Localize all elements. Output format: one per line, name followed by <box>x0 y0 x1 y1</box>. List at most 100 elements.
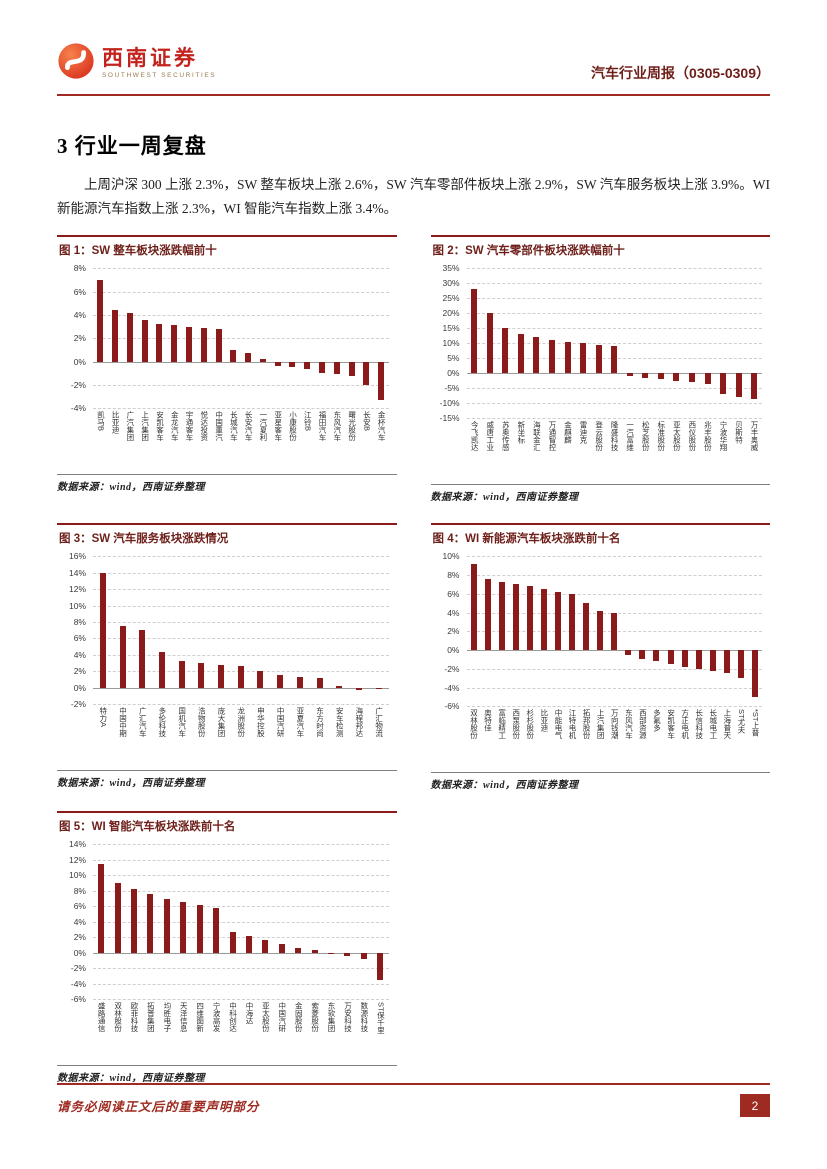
x-axis-label: 龙洲股份 <box>236 707 246 738</box>
y-tick-label: 6% <box>73 901 86 912</box>
gridline <box>93 589 389 591</box>
chart-5-y-axis: 14% 12% 10% 8% 6% 4% 2% 0% -2% -4% -6% <box>57 839 89 1004</box>
bar <box>704 373 711 384</box>
gridline <box>93 605 389 607</box>
y-tick-label: 16% <box>68 551 86 562</box>
x-axis-label: 东风汽车 <box>332 411 342 442</box>
x-axis-label: 苏奥传感 <box>501 421 511 452</box>
gridline <box>466 706 762 708</box>
bar <box>639 650 646 660</box>
bar <box>554 591 561 650</box>
bar <box>333 361 340 375</box>
x-axis-label: 长城电工 <box>708 709 718 740</box>
gridline <box>93 999 389 1001</box>
gridline <box>466 612 762 614</box>
gridline <box>93 704 389 706</box>
bar <box>375 687 382 689</box>
x-axis-label: 申华控股 <box>256 707 266 738</box>
bar <box>98 863 105 953</box>
page-number: 2 <box>740 1094 770 1117</box>
bar <box>245 935 252 953</box>
x-axis-label: 亚太股份 <box>672 421 682 452</box>
y-tick-label: 4% <box>447 607 460 618</box>
x-axis-label: 中海达 <box>244 1002 254 1025</box>
y-tick-label: -5% <box>444 383 460 394</box>
gridline <box>93 268 389 270</box>
chart-3-source-note: 数据来源：wind，西南证券整理 <box>57 770 397 789</box>
x-axis-label: 双林股份 <box>113 1002 123 1033</box>
bar <box>112 310 119 362</box>
x-axis-label: 双林股份 <box>469 709 479 740</box>
y-tick-label: -15% <box>439 413 460 424</box>
gridline <box>93 875 389 877</box>
x-axis-label: 方正电机 <box>680 709 690 740</box>
bar <box>735 373 742 398</box>
y-tick-label: 10% <box>442 338 460 349</box>
gridline <box>466 593 762 595</box>
company-logo: 西南证券 SOUTHWEST SECURITIES <box>57 42 216 85</box>
x-axis-label: 中国汽研 <box>277 1002 287 1033</box>
bar <box>611 613 618 650</box>
logo-text: 西南证券 SOUTHWEST SECURITIES <box>102 46 217 80</box>
logo-english-name: SOUTHWEST SECURITIES <box>102 72 217 80</box>
x-axis-label: 上汽集团 <box>140 411 150 442</box>
gridline <box>466 668 762 670</box>
y-tick-label: 35% <box>442 263 460 274</box>
chart-5-title: 图 5：WI 智能汽车板块涨跌前十名 <box>57 811 397 844</box>
bar <box>583 603 590 650</box>
bar <box>277 675 284 688</box>
x-axis-label: 特力A <box>98 707 108 728</box>
bar <box>348 361 355 376</box>
logo-chinese-name: 西南证券 <box>102 46 198 71</box>
y-tick-label: 20% <box>442 308 460 319</box>
bar <box>625 650 632 655</box>
chart-block-5: 图 5：WI 智能汽车板块涨跌前十名 14% 12% 10% 8% 6% 4% 2% 0% -2… <box>57 811 397 1084</box>
x-axis-label: 万安科技 <box>343 1002 353 1033</box>
bar <box>99 572 106 688</box>
gridline <box>93 572 389 574</box>
x-axis-label: 中国中期 <box>118 707 128 738</box>
bar <box>295 948 302 953</box>
bar <box>681 650 688 667</box>
bar <box>751 373 758 399</box>
bar <box>526 586 533 650</box>
bar <box>186 326 193 362</box>
gridline <box>93 314 389 316</box>
chart-2-canvas: 35% 30% 25% 20% 15% 10% 5% 0% -5% -10% -15% <box>440 263 762 423</box>
chart-1-canvas: 8% 6% 4% 2% 0% -2% -4% <box>71 263 389 413</box>
x-axis-label: 长安汽车 <box>244 411 254 442</box>
bar <box>502 328 509 374</box>
chart-1-y-axis: 8% 6% 4% 2% 0% -2% -4% <box>57 263 89 413</box>
gridline <box>93 968 389 970</box>
x-axis-label: 隆盛科技 <box>610 421 620 452</box>
bar <box>626 373 633 377</box>
x-axis-label: 广汇物流 <box>374 707 384 738</box>
bar <box>316 677 323 688</box>
chart-3-canvas: 16% 14% 12% 10% 8% 6% 4% 2% 0% -2% <box>69 551 389 709</box>
y-tick-label: 2% <box>73 666 86 677</box>
y-tick-label: -4% <box>70 403 86 414</box>
x-axis-label: 长城汽车 <box>229 411 239 442</box>
x-axis-label: 中国汽研 <box>276 707 286 738</box>
chart-4-x-axis-labels: 双林股份 奥特佳 富临精工 西泵股份 杉杉股份 比亚迪 中能电气 江特电机 拓邦股份 上汽集团 万向… <box>467 709 763 767</box>
bar <box>126 312 133 362</box>
zero-axis-line <box>93 952 389 954</box>
bar <box>229 931 236 953</box>
bar <box>114 883 121 953</box>
y-tick-label: -4% <box>444 682 460 693</box>
bar <box>360 952 367 959</box>
gridline <box>93 983 389 985</box>
report-title: 汽车行业周报（0305-0309） <box>591 65 770 81</box>
bar <box>198 663 205 688</box>
footer-disclaimer: 请务必阅读正文后的重要声明部分 <box>57 1100 260 1114</box>
gridline <box>466 298 762 300</box>
gridline <box>466 556 762 558</box>
bar <box>119 626 126 688</box>
bar <box>131 889 138 953</box>
gridline <box>466 328 762 330</box>
x-axis-label: 宇通客车 <box>185 411 195 442</box>
chart-5-source-note: 数据来源：wind，西南证券整理 <box>57 1065 397 1084</box>
bar <box>564 341 571 374</box>
x-axis-label: 金龙汽车 <box>170 411 180 442</box>
bar <box>245 353 252 362</box>
